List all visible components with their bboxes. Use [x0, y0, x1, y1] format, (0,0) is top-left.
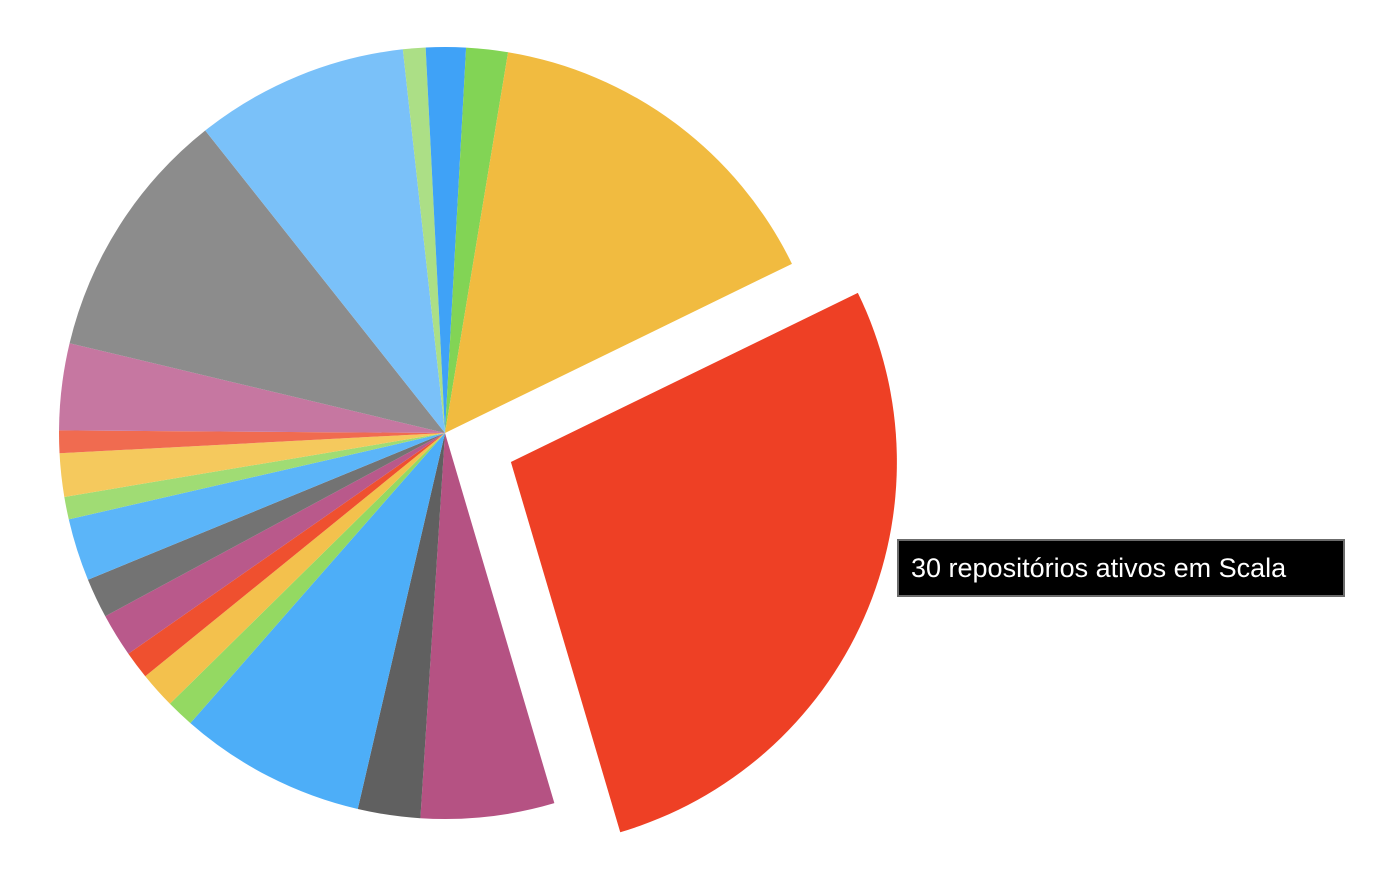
pie-slice-12[interactable]	[87, 433, 446, 617]
pie-slice-1[interactable]	[445, 47, 467, 433]
pie-slice-16[interactable]	[59, 430, 446, 454]
pie-slice-18[interactable]	[69, 130, 445, 433]
pie-slice-4[interactable]	[510, 292, 897, 833]
pie-slice-13[interactable]	[68, 433, 445, 580]
pie-slice-2[interactable]	[445, 47, 509, 433]
pie-slice-7[interactable]	[190, 433, 445, 810]
tooltip: 30 repositórios ativos em Scala	[897, 539, 1345, 597]
pie-slice-11[interactable]	[105, 433, 445, 654]
pie-slice-19[interactable]	[205, 49, 445, 434]
pie-slice-17[interactable]	[59, 343, 445, 433]
pie-slice-8[interactable]	[169, 433, 445, 724]
pie-slice-20[interactable]	[402, 47, 445, 434]
pie-slice-21[interactable]	[425, 47, 445, 433]
pie-slice-6[interactable]	[357, 433, 445, 819]
pie-slice-3[interactable]	[445, 52, 792, 433]
pie-slice-15[interactable]	[59, 433, 445, 497]
pie-slice-14[interactable]	[64, 433, 445, 520]
pie-slice-9[interactable]	[145, 433, 445, 704]
pie-slice-10[interactable]	[128, 433, 445, 677]
pie-slice-5[interactable]	[420, 433, 555, 819]
